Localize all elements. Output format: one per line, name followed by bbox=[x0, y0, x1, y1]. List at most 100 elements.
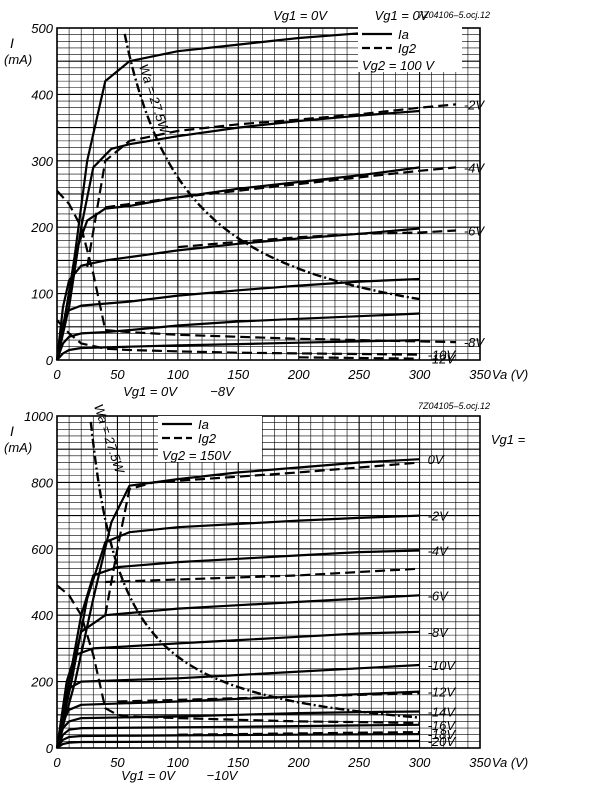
y-tick-label: 500 bbox=[31, 21, 53, 36]
y-axis-label: I bbox=[10, 35, 14, 51]
x-tick-label: 350 bbox=[469, 755, 491, 770]
series-label: -12V bbox=[428, 685, 457, 700]
annotation: Vg1 = 0V bbox=[123, 384, 178, 399]
legend-entry: Vg2 = 150V bbox=[162, 448, 232, 463]
annotation: −10V bbox=[207, 768, 239, 783]
legend-entry: Vg2 = 100 V bbox=[362, 58, 435, 73]
chart-panel-1: 0 50 100 150 200 250 300 350 0 100 200 300 400 500 I(m… bbox=[4, 8, 528, 399]
series-line bbox=[55, 277, 420, 361]
y-tick-label: 200 bbox=[30, 675, 53, 690]
annotation: −8V bbox=[210, 384, 235, 399]
x-tick-label: 50 bbox=[110, 755, 125, 770]
y-axis-label: I bbox=[10, 423, 14, 439]
x-tick-label: 100 bbox=[167, 755, 189, 770]
series-label: Vg1 = 0V bbox=[375, 8, 430, 23]
x-tick-label: 100 bbox=[167, 367, 189, 382]
series-label: -6V bbox=[428, 588, 450, 603]
series-label: -20V bbox=[428, 734, 457, 749]
series-line bbox=[105, 567, 420, 584]
series-line bbox=[105, 166, 456, 209]
y-tick-label: 200 bbox=[30, 220, 53, 235]
series-line bbox=[298, 356, 420, 360]
x-tick-label: 50 bbox=[110, 367, 125, 382]
annotation: Vg1 = 0V bbox=[121, 768, 176, 783]
series-label: -4V bbox=[428, 543, 450, 558]
series-line bbox=[56, 319, 420, 356]
dissipation-curve bbox=[123, 33, 420, 301]
series-line bbox=[104, 461, 420, 616]
series-label: -6V bbox=[464, 224, 486, 239]
x-tick-label: 150 bbox=[227, 755, 249, 770]
series-label: -2V bbox=[464, 97, 486, 112]
series-label: -18V bbox=[428, 727, 457, 742]
x-tick-label: 0 bbox=[53, 367, 61, 382]
chart-panel-2: 0 50 100 150 200 250 300 350 0 200 400 600 800 1000 I(… bbox=[4, 401, 528, 783]
plot-frame bbox=[56, 415, 481, 749]
series-line bbox=[56, 189, 456, 344]
legend-entry: Ia bbox=[198, 417, 209, 432]
series-line bbox=[55, 690, 420, 749]
plot-frame bbox=[56, 27, 481, 361]
series-label: -10V bbox=[428, 348, 457, 363]
series-line bbox=[86, 103, 456, 268]
series-label: -8V bbox=[428, 625, 450, 640]
x-tick-label: 0 bbox=[53, 755, 61, 770]
x-tick-label: 300 bbox=[409, 367, 431, 382]
grid bbox=[56, 27, 481, 361]
series-line bbox=[55, 723, 420, 749]
figure-reference: 7Z04105–5.ocj.12 bbox=[418, 401, 490, 411]
annotation: Vg1 = 0V bbox=[273, 8, 328, 23]
series-line bbox=[55, 166, 420, 361]
x-tick-label: 200 bbox=[287, 367, 310, 382]
series-label: -8V bbox=[464, 335, 486, 350]
y-tick-label: 300 bbox=[31, 154, 53, 169]
x-tick-label: 150 bbox=[227, 367, 249, 382]
series-label: -2V bbox=[428, 509, 450, 524]
series-line bbox=[55, 312, 420, 361]
y-axis-unit: (mA) bbox=[4, 52, 32, 67]
dissipation-label: Wa = 27.5W bbox=[91, 402, 128, 476]
series-line bbox=[56, 339, 420, 361]
series-line bbox=[177, 731, 420, 736]
x-axis-label: Va (V) bbox=[492, 755, 528, 770]
legend-entry: Ig2 bbox=[398, 41, 417, 56]
x-tick-label: 250 bbox=[347, 755, 370, 770]
figure-reference: 7Z04106–5.ocj.12 bbox=[418, 10, 490, 20]
x-tick-label: 250 bbox=[347, 367, 370, 382]
y-tick-label: 0 bbox=[46, 741, 54, 756]
y-tick-label: 600 bbox=[31, 542, 53, 557]
y-tick-label: 0 bbox=[46, 353, 54, 368]
x-tick-label: 300 bbox=[409, 755, 431, 770]
legend-entry: Ia bbox=[398, 27, 409, 42]
series-line bbox=[55, 663, 420, 749]
legend-vg1-header: Vg1 = bbox=[491, 432, 526, 447]
series-line bbox=[56, 733, 420, 749]
series-label: 0V bbox=[428, 452, 445, 467]
series-line bbox=[55, 710, 420, 749]
series-line bbox=[56, 739, 420, 749]
series-line bbox=[117, 692, 420, 703]
y-axis-unit: (mA) bbox=[4, 440, 32, 455]
series-line bbox=[55, 549, 420, 749]
series-line bbox=[55, 109, 420, 361]
y-tick-label: 1000 bbox=[24, 409, 54, 424]
x-tick-label: 350 bbox=[469, 367, 491, 382]
series-line bbox=[55, 594, 420, 749]
series-line bbox=[55, 26, 420, 361]
series-label: -4V bbox=[464, 160, 486, 175]
y-tick-label: 400 bbox=[31, 608, 53, 623]
x-tick-label: 200 bbox=[287, 755, 310, 770]
series-line bbox=[56, 584, 420, 725]
y-tick-label: 800 bbox=[31, 475, 53, 490]
series-label: -10V bbox=[428, 658, 457, 673]
y-tick-label: 100 bbox=[31, 287, 53, 302]
series-label: -14V bbox=[428, 704, 457, 719]
legend-entry: Ig2 bbox=[198, 431, 217, 446]
x-axis-label: Va (V) bbox=[492, 367, 528, 382]
y-tick-label: 400 bbox=[31, 87, 53, 102]
series-line bbox=[177, 229, 456, 249]
series-label: -16V bbox=[428, 718, 457, 733]
